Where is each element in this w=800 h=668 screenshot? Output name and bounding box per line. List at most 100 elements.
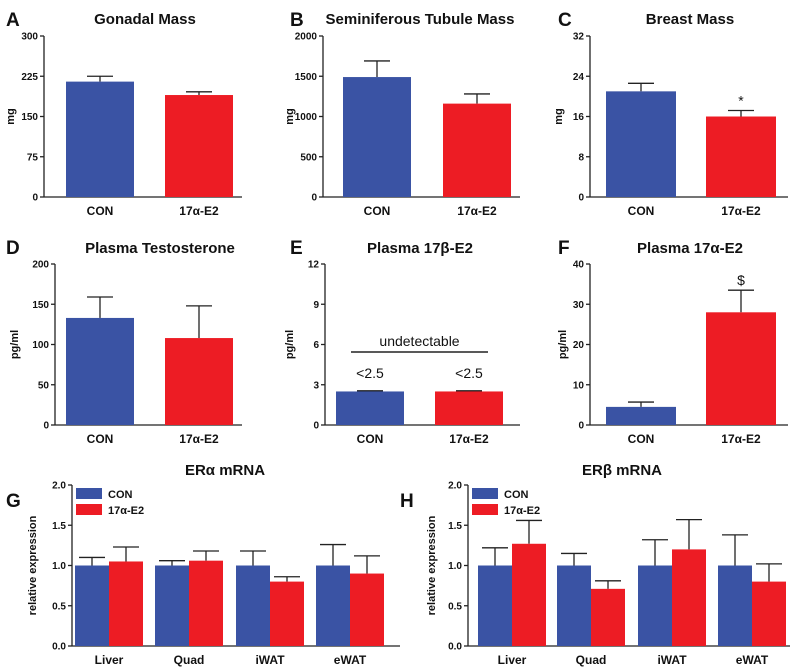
x-tick-label-g-3: eWAT: [334, 653, 367, 667]
y-tick-label-g-3: 1.5: [52, 521, 66, 532]
panel-e: E Plasma 17β-E2 0 3 6 9 12 pg/ml CON <2.5 17α-E2 <2…: [284, 238, 520, 446]
legend-swatch-g-1: [76, 504, 102, 515]
x-tick-label-h-1: Quad: [576, 653, 607, 667]
y-tick-label-d-1: 50: [38, 380, 50, 391]
y-tick-label-a-1: 75: [27, 152, 39, 163]
y-tick-label-f-2: 20: [573, 340, 585, 351]
bar-g-quad-e2: [189, 560, 223, 646]
bar-g-quad-con: [155, 565, 189, 646]
y-tick-label-e-4: 12: [308, 260, 320, 271]
y-axis-label-g: relative expression: [27, 515, 39, 615]
y-tick-label-f-0: 0: [578, 421, 584, 432]
bar-h-quad-e2: [591, 588, 625, 646]
bar-a-con: [66, 81, 134, 197]
y-tick-label-h-4: 2.0: [448, 481, 462, 492]
panel-g: G ERα mRNA 0.0 0.5 1.0 1.5 2.0 relative express…: [6, 462, 400, 667]
bar-g-iwat-con: [236, 565, 270, 646]
y-tick-label-c-3: 24: [573, 72, 585, 83]
y-axis-label-d: pg/ml: [9, 330, 21, 359]
panel-label-b: B: [290, 10, 304, 31]
legend-label-h-0: CON: [504, 489, 529, 501]
y-tick-label-b-3: 1500: [295, 72, 318, 83]
x-tick-label-h-2: iWAT: [657, 653, 687, 667]
significance-marker-f: $: [737, 272, 745, 288]
panel-title-f: Plasma 17α-E2: [637, 240, 743, 257]
y-tick-label-e-1: 3: [313, 380, 319, 391]
x-tick-label-b-1: 17α-E2: [457, 204, 497, 218]
x-tick-label-e-1: 17α-E2: [449, 432, 489, 446]
bar-note-e-1: <2.5: [455, 365, 483, 381]
y-tick-label-g-0: 0.0: [52, 642, 66, 653]
x-tick-label-d-1: 17α-E2: [179, 432, 219, 446]
y-tick-label-d-3: 150: [32, 300, 49, 311]
panel-h: H ERβ mRNA 0.0 0.5 1.0 1.5 2.0 relative express…: [400, 462, 790, 667]
legend-swatch-h-1: [472, 504, 498, 515]
y-tick-label-g-1: 0.5: [52, 601, 66, 612]
bar-h-liver-e2: [512, 543, 546, 646]
legend-swatch-g-0: [76, 488, 102, 499]
legend-label-g-1: 17α-E2: [108, 505, 144, 517]
y-tick-label-h-0: 0.0: [448, 642, 462, 653]
panel-label-g: G: [6, 491, 21, 512]
x-tick-label-a-0: CON: [87, 204, 114, 218]
y-axis-label-c: mg: [553, 108, 565, 125]
x-tick-label-g-1: Quad: [174, 653, 205, 667]
bar-g-ewat-con: [316, 565, 350, 646]
legend-label-h-1: 17α-E2: [504, 505, 540, 517]
x-tick-label-d-0: CON: [87, 432, 114, 446]
y-tick-label-c-4: 32: [573, 32, 585, 43]
bar-h-liver-con: [478, 565, 512, 646]
bar-b-e2: [443, 103, 511, 197]
bar-g-ewat-e2: [350, 573, 384, 646]
bar-g-iwat-e2: [270, 581, 304, 646]
x-tick-label-b-0: CON: [364, 204, 391, 218]
bar-d-e2: [165, 338, 233, 425]
y-axis-label-f: pg/ml: [557, 330, 569, 359]
panel-label-c: C: [558, 10, 572, 31]
panel-title-c: Breast Mass: [646, 11, 734, 28]
bar-c-e2: [706, 116, 776, 197]
y-tick-label-b-0: 0: [311, 193, 317, 204]
panel-b: B Seminiferous Tubule Mass 0 500 1000 1500 200…: [284, 10, 520, 218]
bar-g-liver-con: [75, 565, 109, 646]
panel-d: D Plasma Testosterone 0 50 100 150 200 pg/ml CON…: [6, 238, 242, 446]
y-tick-label-b-2: 1000: [295, 112, 318, 123]
bracket-label-e: undetectable: [379, 333, 459, 349]
legend-label-g-0: CON: [108, 489, 133, 501]
bar-b-con: [343, 77, 411, 197]
y-tick-label-a-0: 0: [32, 193, 38, 204]
y-axis-label-h: relative expression: [426, 515, 438, 615]
y-tick-label-e-0: 0: [313, 421, 319, 432]
y-tick-label-d-2: 100: [32, 340, 49, 351]
y-tick-label-d-0: 0: [43, 421, 49, 432]
bar-h-iwat-e2: [672, 549, 706, 646]
bar-note-e-0: <2.5: [356, 365, 384, 381]
panel-title-a: Gonadal Mass: [94, 11, 196, 28]
x-tick-label-c-0: CON: [628, 204, 655, 218]
y-tick-label-h-1: 0.5: [448, 601, 462, 612]
bar-e-e2: [435, 391, 503, 425]
y-tick-label-f-3: 30: [573, 300, 585, 311]
y-axis-label-e: pg/ml: [284, 330, 296, 359]
bar-c-con: [606, 91, 676, 197]
bar-h-ewat-con: [718, 565, 752, 646]
panel-c: C Breast Mass 0 8 16 24 32 mg CON 17α-E2 *: [553, 10, 788, 218]
bar-g-liver-e2: [109, 561, 143, 646]
bar-d-con: [66, 317, 134, 425]
x-tick-label-e-0: CON: [357, 432, 384, 446]
x-tick-label-a-1: 17α-E2: [179, 204, 219, 218]
y-tick-label-c-0: 0: [578, 193, 584, 204]
y-tick-label-e-3: 9: [313, 300, 319, 311]
x-tick-label-g-0: Liver: [95, 653, 124, 667]
y-axis-label-a: mg: [5, 108, 17, 125]
x-tick-label-f-0: CON: [628, 432, 655, 446]
y-tick-label-f-1: 10: [573, 380, 585, 391]
significance-marker-c: *: [738, 92, 744, 108]
y-tick-label-g-2: 1.0: [52, 561, 66, 572]
panel-label-a: A: [6, 10, 20, 31]
bar-a-e2: [165, 95, 233, 197]
panel-title-b: Seminiferous Tubule Mass: [326, 11, 515, 28]
bar-h-quad-con: [557, 565, 591, 646]
y-tick-label-c-2: 16: [573, 112, 585, 123]
